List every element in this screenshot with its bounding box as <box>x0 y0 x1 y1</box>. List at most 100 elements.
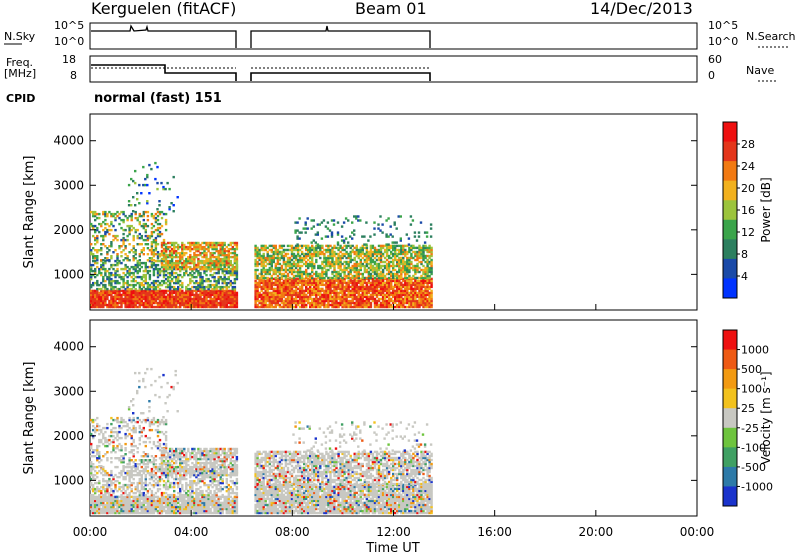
echo-cell <box>410 246 413 250</box>
echo-cell <box>199 275 202 279</box>
echo-cell <box>207 283 210 287</box>
echo-cell <box>213 255 216 259</box>
echo-cell <box>108 277 111 281</box>
echo-cell <box>335 279 338 283</box>
echo-cell <box>120 511 123 515</box>
echo-cell <box>266 291 269 295</box>
echo-cell <box>223 297 226 301</box>
echo-cell <box>195 241 198 245</box>
echo-cell <box>377 252 381 256</box>
echo-cell <box>136 497 139 501</box>
echo-cell <box>327 248 330 252</box>
echo-cell <box>181 265 184 269</box>
echo-cell <box>136 505 139 509</box>
echo-cell <box>345 287 348 291</box>
echo-cell <box>114 281 117 285</box>
echo-cell <box>142 293 145 297</box>
echo-cell <box>158 501 162 505</box>
echo-cell <box>331 299 334 303</box>
echo-cell <box>355 299 358 303</box>
echo-cell <box>104 245 107 248</box>
echo-cell <box>264 258 267 262</box>
echo-cell <box>406 270 409 274</box>
echo-cell <box>390 283 393 287</box>
echo-cell <box>414 268 417 272</box>
echo-cell <box>160 497 164 501</box>
echo-cell <box>110 273 113 277</box>
echo-cell <box>430 291 433 295</box>
echo-cell <box>170 305 174 309</box>
echo-cell <box>195 503 198 507</box>
echo-cell <box>418 283 421 287</box>
echo-cell <box>221 287 224 291</box>
echo-cell <box>355 215 358 218</box>
echo-cell <box>319 246 322 250</box>
echo-cell <box>108 283 111 287</box>
echo-cell <box>195 499 198 503</box>
echo-cell <box>345 303 348 307</box>
echo-cell <box>375 295 379 299</box>
echo-cell <box>164 269 168 273</box>
echo-cell <box>395 227 398 230</box>
echo-cell <box>371 297 375 301</box>
echo-cell <box>144 499 147 503</box>
echo-cell <box>183 503 186 507</box>
echo-cell <box>104 259 107 263</box>
echo-cell <box>274 270 277 274</box>
echo-cell <box>193 289 196 293</box>
echo-cell <box>319 301 322 305</box>
echo-cell <box>102 267 105 271</box>
echo-cell <box>416 254 419 258</box>
echo-cell <box>266 283 269 287</box>
echo-cell <box>138 222 141 226</box>
echo-cell <box>357 276 360 280</box>
echo-cell <box>100 291 103 295</box>
echo-cell <box>369 289 373 293</box>
echo-cell <box>404 305 407 309</box>
echo-cell <box>305 295 308 299</box>
echo-cell <box>396 281 399 285</box>
echo-cell <box>258 279 261 283</box>
echo-cell <box>132 236 135 240</box>
echo-cell <box>177 295 180 299</box>
echo-cell <box>359 279 362 283</box>
echo-cell <box>191 261 194 265</box>
echo-cell <box>187 295 190 299</box>
echo-cell <box>398 289 401 293</box>
echo-cell <box>288 299 292 303</box>
echo-cell <box>323 289 326 293</box>
echo-cell <box>340 239 344 242</box>
echo-cell <box>414 289 417 293</box>
echo-cell <box>327 303 330 307</box>
echo-cell <box>351 289 354 293</box>
echo-cell <box>156 218 160 222</box>
echo-cell <box>359 266 362 270</box>
echo-cell <box>343 299 346 303</box>
echo-cell <box>166 267 170 271</box>
echo-cell <box>349 260 352 264</box>
echo-cell <box>136 243 139 246</box>
echo-cell <box>179 273 182 277</box>
echo-cell <box>309 297 312 301</box>
echo-cell <box>136 297 139 301</box>
echo-cell <box>201 259 204 263</box>
echo-cell <box>158 297 162 301</box>
echo-cell <box>199 507 202 511</box>
echo-cell <box>215 261 218 265</box>
echo-cell <box>179 505 182 509</box>
echo-cell <box>272 258 275 262</box>
echo-cell <box>221 291 224 295</box>
echo-cell <box>150 259 154 262</box>
echo-cell <box>114 285 117 289</box>
echo-cell <box>292 252 296 256</box>
echo-cell <box>168 245 172 249</box>
echo-cell <box>408 260 411 264</box>
echo-cell <box>254 244 257 248</box>
echo-cell <box>260 281 263 285</box>
echo-cell <box>213 299 216 303</box>
echo-cell <box>225 263 228 267</box>
echo-cell <box>402 291 405 295</box>
echo-cell <box>335 258 338 262</box>
echo-cell <box>102 234 105 238</box>
